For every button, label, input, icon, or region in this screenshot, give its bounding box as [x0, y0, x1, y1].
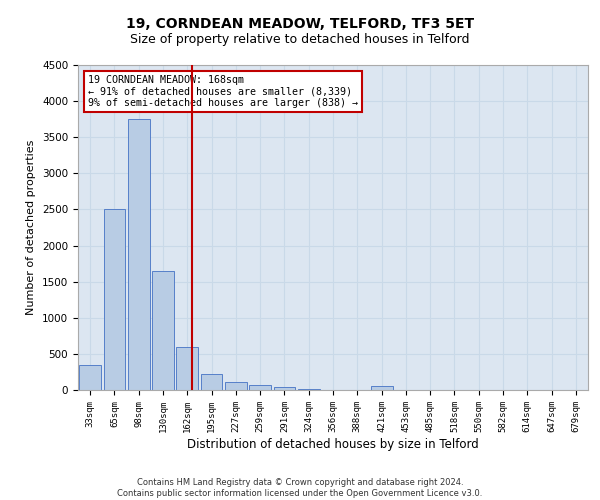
Bar — [298, 389, 320, 390]
Bar — [79, 364, 101, 390]
Text: Contains HM Land Registry data © Crown copyright and database right 2024.
Contai: Contains HM Land Registry data © Crown c… — [118, 478, 482, 498]
Bar — [128, 119, 149, 390]
Y-axis label: Number of detached properties: Number of detached properties — [26, 140, 37, 315]
Bar — [371, 386, 392, 390]
Bar — [176, 346, 198, 390]
Bar — [249, 386, 271, 390]
Text: Size of property relative to detached houses in Telford: Size of property relative to detached ho… — [130, 32, 470, 46]
X-axis label: Distribution of detached houses by size in Telford: Distribution of detached houses by size … — [187, 438, 479, 450]
Bar — [274, 388, 295, 390]
Bar — [225, 382, 247, 390]
Text: 19, CORNDEAN MEADOW, TELFORD, TF3 5ET: 19, CORNDEAN MEADOW, TELFORD, TF3 5ET — [126, 18, 474, 32]
Text: 19 CORNDEAN MEADOW: 168sqm
← 91% of detached houses are smaller (8,339)
9% of se: 19 CORNDEAN MEADOW: 168sqm ← 91% of deta… — [88, 74, 358, 108]
Bar — [200, 374, 223, 390]
Bar — [152, 271, 174, 390]
Bar — [104, 210, 125, 390]
